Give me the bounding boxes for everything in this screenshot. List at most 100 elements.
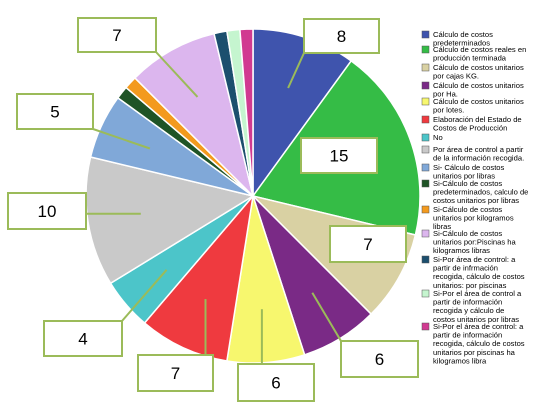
legend-label-line: producción terminada bbox=[433, 54, 507, 63]
legend-label-line: Si-Por el área de control: a bbox=[433, 322, 524, 331]
legend-item-si-calculo-de-costos-predeterminados-calculo-de-: Si-Cálculo de costos predeterminados, cal… bbox=[421, 179, 528, 205]
legend-swatch bbox=[421, 97, 430, 106]
legend-label-line: de la información recogida. bbox=[433, 154, 524, 163]
legend-label-line: predeterminados bbox=[433, 39, 490, 48]
data-label-no: 4 bbox=[43, 269, 168, 357]
callout-box bbox=[137, 354, 214, 392]
legend-swatch bbox=[421, 289, 430, 298]
data-label-calculo-de-costos-unitarios-por-ha: 6 bbox=[311, 292, 419, 378]
callout-box bbox=[303, 18, 380, 54]
callout-box bbox=[237, 363, 315, 402]
legend-swatch bbox=[421, 81, 430, 90]
legend-label: Cálculo de costos reales en producción te… bbox=[433, 45, 526, 63]
legend-item-si-por-el-area-de-control-a-partir-de-informacio: Si-Por el área de control a partir de inf… bbox=[421, 289, 522, 324]
legend-label-line: Cálculo de costos unitarios bbox=[433, 97, 524, 106]
legend-label-line: partir de información bbox=[433, 298, 502, 307]
legend-item-elaboracion-del-estado-de-costos-de-produccion: Elaboración del Estado de Costos de Produ… bbox=[421, 115, 522, 133]
callout-value: 7 bbox=[112, 26, 121, 45]
legend-swatch bbox=[421, 115, 430, 124]
data-label-callouts: 8 15 7 6 6 7 4 10 5 7 bbox=[7, 17, 419, 402]
legend-label-line: unitarios por kilogramos bbox=[433, 214, 514, 223]
legend-label: No bbox=[433, 133, 443, 142]
legend-label-line: Si- Cálculo de costos bbox=[433, 163, 505, 172]
data-label-calculo-de-costos-reales-en-produccion-terminada: 15 bbox=[300, 137, 378, 174]
callout-value: 4 bbox=[78, 330, 87, 349]
legend-item-si-por-area-de-control-a-partir-de-infrmacion-re: Si-Por área de control: a partir de infrm… bbox=[421, 255, 525, 290]
legend-label: Cálculo de costos unitarios por lotes. bbox=[433, 97, 524, 115]
legend-label-line: Elaboración del Estado de bbox=[433, 115, 522, 124]
callout-value: 5 bbox=[50, 103, 59, 122]
callout-value: 8 bbox=[337, 27, 346, 46]
callout-value: 7 bbox=[171, 364, 180, 383]
pie-slice-si-por-el-area-de-control-a-partir-de-informacio bbox=[239, 28, 254, 197]
legend-item-si-por-el-area-de-control-a-partir-de-informacio: Si-Por el área de control: a partir de in… bbox=[421, 322, 525, 365]
legend-label-line: unitarios: por piscinas bbox=[433, 281, 507, 290]
callout-box bbox=[7, 192, 87, 230]
legend-label-line: Si-Cálculo de costos bbox=[433, 205, 502, 214]
legend-label-line: unitarios por:Piscinas ha bbox=[433, 238, 517, 247]
legend-swatch bbox=[421, 45, 430, 54]
legend-swatch bbox=[421, 63, 430, 72]
legend-label-line: No bbox=[433, 133, 443, 142]
data-label-elaboracion-del-estado-de-costos-de-produccion: 7 bbox=[137, 299, 214, 392]
legend-label: Si-Por el área de control a partir de inf… bbox=[433, 289, 522, 324]
legend-swatch bbox=[421, 133, 430, 142]
legend-label-line: por lotes. bbox=[433, 106, 464, 115]
legend-swatch bbox=[421, 30, 430, 39]
callout-box bbox=[300, 137, 378, 174]
legend-label-line: Costos de Producción bbox=[433, 124, 507, 133]
callout-value: 15 bbox=[330, 147, 349, 166]
legend-label: Elaboración del Estado de Costos de Produ… bbox=[433, 115, 522, 133]
legend-label-line: kilogramos libra bbox=[433, 356, 487, 365]
data-label-calculo-de-costos-predeterminados: 8 bbox=[287, 18, 380, 89]
legend-item-si-calculo-de-costos-unitarios-por-libras: Si- Cálculo de costos unitarios por libra… bbox=[421, 163, 505, 181]
legend-label: Si-Por el área de control: a partir de in… bbox=[433, 322, 525, 365]
legend-label: Si-Por área de control: a partir de infrm… bbox=[433, 255, 525, 290]
legend-swatch bbox=[421, 205, 430, 214]
callout-value: 6 bbox=[271, 374, 280, 393]
callout-leader-line bbox=[121, 269, 168, 322]
legend-label-line: costos unitarios por libras bbox=[433, 196, 519, 205]
legend-label-line: unitarios por piscinas ha bbox=[433, 348, 516, 357]
legend-swatch bbox=[421, 145, 430, 154]
legend-item-si-calculo-de-costos-unitarios-por-kilogramos-li: Si-Cálculo de costos unitarios por kilogr… bbox=[421, 205, 514, 231]
legend-label: Cálculo de costos unitarios por cajas KG. bbox=[433, 63, 524, 81]
legend-label-line: costos unitarios por libras bbox=[433, 315, 519, 324]
legend-label-line: recogida, cálculo de costos bbox=[433, 272, 525, 281]
legend-label-line: Por área de control a partir bbox=[433, 145, 524, 154]
legend-label-line: recogida, cálculo de costos bbox=[433, 339, 525, 348]
legend: Cálculo de costos predeterminadosCálculo … bbox=[421, 30, 528, 365]
callout-leader-line bbox=[92, 128, 151, 150]
legend-label: Si-Cálculo de costos predeterminados, cal… bbox=[433, 179, 528, 205]
callout-leader-line bbox=[311, 292, 342, 342]
legend-label-line: Cálculo de costos unitarios bbox=[433, 63, 524, 72]
callout-box bbox=[340, 340, 419, 378]
legend-item-por-area-de-control-a-partir-de-la-informacion-r: Por área de control a partir de la inform… bbox=[421, 145, 524, 163]
callout-box bbox=[77, 17, 157, 53]
legend-label-line: Cálculo de costos bbox=[433, 30, 493, 39]
legend-item-calculo-de-costos-reales-en-produccion-terminada: Cálculo de costos reales en producción te… bbox=[421, 45, 526, 63]
legend-label-line: libras bbox=[433, 222, 451, 231]
callout-leader-line bbox=[287, 52, 305, 89]
legend-label: Si- Cálculo de costos unitarios por libra… bbox=[433, 163, 505, 181]
callout-value: 6 bbox=[375, 350, 384, 369]
legend-label: Si-Cálculo de costos unitarios por kilogr… bbox=[433, 205, 514, 231]
legend-label-line: recogida y cálculo de bbox=[433, 306, 504, 315]
data-label-por-area-de-control-a-partir-de-la-informacion-r: 10 bbox=[7, 192, 141, 230]
pie-slice-por-area-de-control-a-partir-de-la-informacion-r bbox=[85, 156, 255, 285]
legend-label-line: kilogramos libras bbox=[433, 246, 490, 255]
legend-label: Cálculo de costos unitarios por Ha. bbox=[433, 81, 524, 99]
callout-value: 7 bbox=[363, 235, 372, 254]
legend-swatch bbox=[421, 163, 430, 172]
legend-item-no: No bbox=[421, 133, 443, 142]
pie-slice-elaboracion-del-estado-de-costos-de-produccion bbox=[143, 193, 255, 362]
callout-box bbox=[43, 320, 123, 357]
legend-item-si-calculo-de-costos-unitarios-por-piscinas-ha-k: Si-Cálculo de costos unitarios por:Piscin… bbox=[421, 229, 517, 255]
legend-label: Por área de control a partir de la inform… bbox=[433, 145, 524, 163]
legend-label-line: unitarios por libras bbox=[433, 172, 495, 181]
legend-label-line: por cajas KG. bbox=[433, 72, 479, 81]
legend-label-line: por Ha. bbox=[433, 90, 458, 99]
legend-swatch bbox=[421, 322, 430, 331]
